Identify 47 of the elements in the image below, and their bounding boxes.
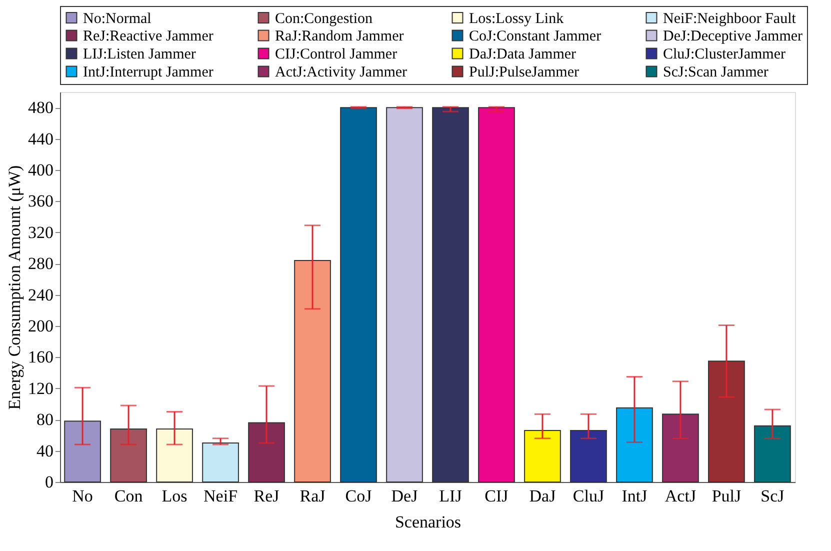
x-tick-label: PulJ xyxy=(712,486,742,506)
x-tick-label: Con xyxy=(114,486,144,506)
x-tick-label: ReJ xyxy=(254,486,280,506)
x-tick-label: RaJ xyxy=(300,486,326,506)
y-tick-label: 400 xyxy=(28,160,54,180)
legend-label: Los:Lossy Link xyxy=(469,10,564,27)
legend-label: Con:Congestion xyxy=(275,10,374,27)
x-tick-label: ScJ xyxy=(760,486,785,506)
y-tick-label: 360 xyxy=(28,192,54,211)
legend-label: LIJ:Listen Jammer xyxy=(83,46,196,62)
x-tick-label: No xyxy=(72,486,93,506)
y-tick-label: 440 xyxy=(28,129,54,148)
legend-label: ReJ:Reactive Jammer xyxy=(83,28,214,44)
y-tick-label: 480 xyxy=(28,98,54,118)
legend-label: CIJ:Control Jammer xyxy=(275,46,398,62)
y-tick-label: 120 xyxy=(28,378,54,398)
y-axis-title: Energy Consumption Amount (μW) xyxy=(5,165,24,410)
y-tick-label: 320 xyxy=(28,222,54,242)
legend-label: PulJ:PulseJammer xyxy=(469,64,580,80)
x-tick-label: LIJ xyxy=(439,486,462,506)
y-tick-label: 160 xyxy=(28,348,54,367)
x-tick-label: DaJ xyxy=(529,486,556,506)
x-tick-label: CIJ xyxy=(484,486,509,506)
y-tick-label: 240 xyxy=(28,285,54,304)
x-tick-label: NeiF xyxy=(204,486,238,506)
legend-label: No:Normal xyxy=(83,10,152,27)
x-tick-label: DeJ xyxy=(391,486,418,506)
legend-label: ScJ:Scan Jammer xyxy=(663,64,768,80)
x-tick-label: Los xyxy=(162,486,188,506)
legend-label: DeJ:Deceptive Jammer xyxy=(663,28,803,44)
x-tick-label: CoJ xyxy=(345,486,372,506)
y-tick-label: 0 xyxy=(45,472,54,492)
y-tick-label: 80 xyxy=(36,410,54,430)
y-tick-label: 280 xyxy=(28,254,54,274)
legend-label: RaJ:Random Jammer xyxy=(275,28,404,44)
legend-label: IntJ:Interrupt Jammer xyxy=(83,64,214,80)
legend-label: DaJ:Data Jammer xyxy=(469,46,576,62)
y-tick-label: 200 xyxy=(28,316,54,336)
x-tick-label: ActJ xyxy=(664,486,696,506)
x-axis-title: Scenarios xyxy=(394,512,462,532)
legend-label: NeiF:Neighboor Fault xyxy=(663,10,797,27)
x-tick-label: IntJ xyxy=(622,486,648,506)
legend-label: ActJ:Activity Jammer xyxy=(275,64,408,80)
y-tick-label: 40 xyxy=(36,441,54,460)
legend-label: CluJ:ClusterJammer xyxy=(663,46,786,62)
legend-label: CoJ:Constant Jammer xyxy=(469,28,602,44)
x-tick-label: CluJ xyxy=(572,486,604,506)
